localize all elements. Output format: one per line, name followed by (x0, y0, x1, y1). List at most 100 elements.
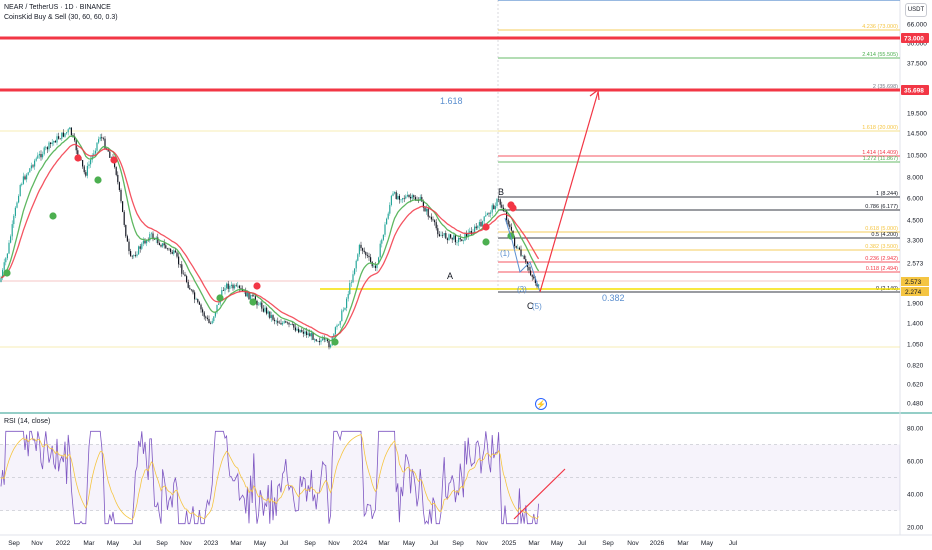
fib-level-label: 0.786 (6.177) (865, 204, 898, 210)
wave-3-label: (3) (517, 285, 527, 294)
candle-body (66, 132, 68, 134)
candle-body (46, 147, 48, 150)
wave-1-label: (1) (500, 249, 510, 258)
candle-body (394, 192, 396, 194)
price-pane[interactable] (0, 0, 900, 412)
flash-icon[interactable]: ⚡ (535, 398, 547, 410)
candle-body (195, 299, 197, 300)
candle-body (437, 228, 439, 235)
candle-body (197, 299, 199, 303)
fib-level-label: 1.618 (20.000) (862, 125, 898, 131)
candle-body (181, 264, 183, 274)
candle-body (363, 250, 365, 253)
candle-body (254, 296, 256, 301)
candle-body (37, 155, 39, 159)
currency-button[interactable]: USDT (905, 3, 927, 17)
time-tick-label: May (551, 540, 564, 547)
candle-body (427, 208, 429, 217)
candle-body (386, 218, 388, 225)
candle-body (266, 307, 268, 314)
candle-body (438, 234, 440, 237)
price-tick-label: 37.500 (907, 61, 927, 68)
time-tick-label: May (403, 540, 416, 547)
candle-body (336, 325, 338, 328)
candle-body (24, 176, 26, 180)
candle-body (478, 222, 480, 226)
candle-body (291, 323, 293, 325)
candle-body (178, 256, 180, 265)
candle-body (507, 220, 509, 225)
candle-body (518, 247, 520, 250)
candle-body (29, 168, 31, 173)
candle-body (230, 284, 232, 286)
candle-body (434, 220, 436, 223)
rsi-pane[interactable] (0, 415, 900, 535)
fib-level-label: 1.272 (11.867) (863, 156, 899, 162)
candle-body (510, 226, 512, 231)
horizontal-lines[interactable] (0, 0, 900, 348)
candle-body (525, 259, 527, 262)
candle-body (229, 285, 231, 289)
candle-body (398, 195, 400, 200)
candle-body (349, 282, 351, 295)
symbol-legend[interactable]: NEAR / TetherUS · 1D · BINANCE (4, 4, 111, 11)
candle-body (170, 248, 172, 252)
candle-body (493, 205, 495, 210)
candle-body (453, 235, 455, 240)
candle-body (202, 309, 204, 313)
sell-signal-marker (482, 223, 490, 231)
chart-annotations[interactable]: 1.618 0.382 A B C (1) (3) (5) (440, 88, 625, 311)
candle-body (0, 277, 2, 282)
candle-body (462, 240, 464, 242)
candle-body (274, 319, 276, 322)
time-axis[interactable]: Sep Nov 2022 Mar May Jul Sep Nov 2023 Mar May Jul Se… (8, 540, 737, 547)
candle-body (285, 321, 287, 323)
candle-body (446, 238, 448, 241)
candle-body (179, 264, 181, 265)
candle-body (107, 149, 109, 152)
price-tick-label: 1.400 (907, 321, 924, 328)
candle-body (384, 224, 386, 235)
price-tick-label: 66.000 (907, 22, 927, 29)
candle-body (413, 195, 415, 198)
price-axis[interactable]: 90.00066.00050.00037.50027.50019.50014.5… (901, 6, 929, 408)
candle-body (198, 302, 200, 305)
candle-body (499, 199, 501, 205)
candle-body (221, 290, 223, 298)
time-tick-label: Mar (230, 540, 242, 547)
candle-body (267, 311, 269, 314)
candle-body (314, 339, 316, 340)
candle-body (414, 197, 416, 201)
candle-body (21, 183, 23, 185)
rsi-tick-label: 80.00 (907, 426, 924, 433)
candle-body (397, 195, 399, 199)
candle-body (422, 201, 424, 208)
candle-body (286, 322, 288, 324)
candle-body (43, 147, 45, 155)
candle-body (523, 255, 525, 260)
rsi-axis[interactable]: 80.00 60.00 40.00 20.00 (907, 426, 924, 532)
candle-body (208, 318, 210, 324)
candle-body (382, 234, 384, 240)
candle-body (365, 252, 367, 256)
candle-body (405, 196, 407, 199)
time-tick-label: Sep (304, 540, 316, 547)
candle-body (171, 251, 173, 254)
candle-body (480, 222, 482, 227)
candle-body (392, 193, 394, 196)
candle-body (538, 284, 540, 287)
candle-body (182, 273, 184, 275)
candle-body (134, 255, 136, 256)
ema-fast-line (0, 135, 540, 342)
candle-body (110, 157, 112, 158)
indicator-legend[interactable]: CoinsKid Buy & Sell (30, 60, 60, 0.3) (4, 14, 118, 21)
candle-body (347, 294, 349, 299)
low-price-tag-label: 2.274 (905, 289, 922, 296)
candle-body (126, 236, 128, 242)
candle-body (317, 340, 319, 342)
low-price-tag (901, 287, 929, 296)
rsi-legend[interactable]: RSI (14, close) (4, 418, 51, 425)
fib-extension-label: 1.618 (440, 96, 463, 106)
candle-body (200, 304, 202, 310)
